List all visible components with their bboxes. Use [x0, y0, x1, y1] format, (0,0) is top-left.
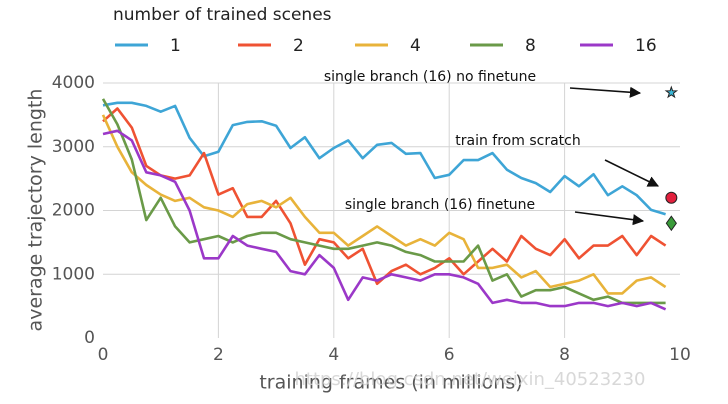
x-tick-label: 2 — [213, 345, 224, 365]
annotation-marker — [665, 191, 678, 204]
series-line — [101, 98, 666, 305]
y-axis-label: average trajectory length — [25, 89, 47, 332]
x-tick-label: 0 — [98, 345, 109, 365]
legend-label: 4 — [410, 36, 421, 56]
annotation-arrow — [569, 86, 642, 98]
legend-title: number of trained scenes — [113, 5, 332, 25]
legend-label: 16 — [635, 36, 657, 56]
series-line — [102, 101, 666, 216]
annotation-marker — [665, 215, 677, 232]
y-tick-label: 4000 — [52, 73, 95, 93]
annotation-text: train from scratch — [455, 133, 580, 149]
annotation-arrow — [604, 159, 660, 187]
y-tick-label: 2000 — [52, 201, 95, 221]
annotation-marker — [664, 85, 679, 99]
x-tick-label: 4 — [328, 345, 339, 365]
x-tick-label: 8 — [559, 345, 570, 365]
series-line — [102, 129, 667, 311]
annotation-text: single branch (16) finetune — [345, 197, 535, 213]
series-line — [101, 114, 667, 295]
watermark: https://blog.csdn.net/weixin_40523230 — [294, 369, 645, 390]
annotation-text: single branch (16) no finetune — [324, 69, 536, 85]
x-tick-label: 10 — [669, 345, 691, 365]
y-tick-label: 0 — [84, 328, 95, 348]
legend-label: 8 — [525, 36, 536, 56]
y-tick-label: 1000 — [52, 264, 95, 284]
x-axis-label: training frames (in millions) — [259, 372, 522, 394]
x-tick-label: 6 — [444, 345, 455, 365]
legend-label: 2 — [293, 36, 304, 56]
annotation-arrow — [574, 211, 645, 226]
y-tick-label: 3000 — [52, 137, 95, 157]
legend-label: 1 — [170, 36, 181, 56]
